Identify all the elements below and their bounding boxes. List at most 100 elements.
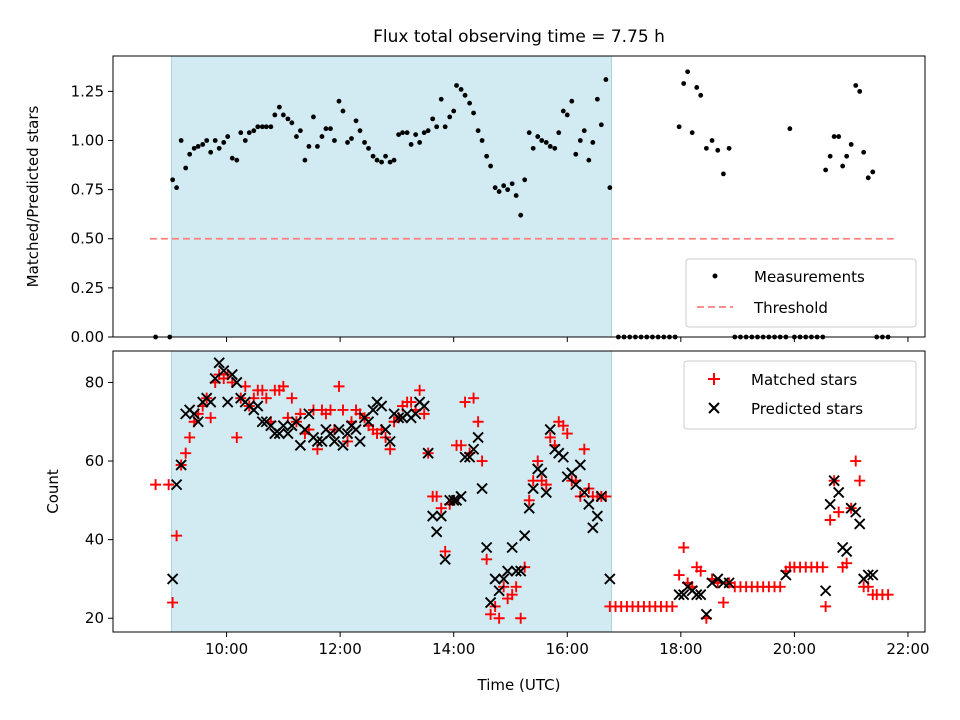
predicted-star-point (204, 396, 217, 408)
matched-star-point (439, 545, 451, 557)
y-axis-label: Count (44, 469, 62, 514)
measurement-point (685, 69, 691, 75)
measurement-point (569, 98, 575, 104)
matched-star-point (493, 612, 505, 624)
measurement-point (302, 157, 308, 163)
matched-star-point (544, 431, 556, 443)
measurement-point (434, 124, 440, 130)
predicted-star-point (418, 400, 430, 412)
measurement-point (857, 88, 863, 94)
matched-star-point (481, 553, 493, 565)
predicted-star-point (362, 416, 375, 428)
measurement-point (259, 124, 265, 130)
predicted-star-point (303, 408, 315, 420)
matched-star-point (817, 561, 829, 573)
measurement-point (216, 145, 222, 151)
matched-star-point (472, 416, 484, 428)
predicted-star-point (501, 565, 514, 577)
measurement-point (408, 142, 414, 147)
predicted-star-point (677, 588, 690, 601)
measurement-point (383, 153, 388, 159)
measurement-point (787, 126, 793, 132)
measurement-point (451, 108, 457, 114)
predicted-star-point (587, 522, 599, 534)
y-tick-label: 40 (85, 531, 104, 549)
measurement-point (836, 134, 842, 139)
predicted-star-point (536, 467, 548, 479)
predicted-star-point (578, 486, 590, 499)
predicted-star-point (463, 451, 476, 463)
predicted-stars-points (166, 357, 879, 620)
measurement-point (370, 153, 376, 159)
matched-stars-points (150, 369, 894, 624)
predicted-star-point (723, 577, 735, 589)
measurement-point (547, 143, 553, 149)
predicted-star-point (192, 416, 204, 428)
measurement-point (246, 130, 252, 136)
measurement-point (496, 189, 502, 194)
measurement-point (319, 134, 325, 139)
predicted-star-point (273, 427, 286, 440)
measurement-point (848, 142, 854, 147)
predicted-star-point (218, 364, 230, 377)
measurement-point (577, 138, 583, 143)
predicted-star-point (175, 459, 187, 471)
predicted-star-point (427, 510, 439, 522)
measurement-point (698, 92, 704, 98)
predicted-star-point (188, 408, 200, 420)
predicted-star-point (439, 553, 451, 565)
y-tick-label: 1.25 (71, 82, 104, 100)
predicted-star-point (311, 435, 324, 448)
matched-star-point (455, 439, 467, 451)
measurement-point (581, 128, 587, 134)
legend-box (683, 360, 917, 430)
predicted-star-point (867, 569, 879, 581)
measurement-point (509, 181, 515, 187)
measurement-point (522, 177, 528, 183)
predicted-star-point (540, 486, 552, 499)
measurement-point (535, 134, 541, 139)
measurement-point (726, 145, 732, 151)
measurement-point (552, 145, 558, 151)
measurement-point (349, 136, 354, 141)
predicted-star-point (712, 573, 724, 585)
matched-star-point (557, 420, 569, 432)
measurement-point (518, 212, 524, 218)
measurement-point (238, 130, 244, 136)
matched-star-point (850, 455, 862, 467)
matched-star-point (337, 404, 349, 416)
predicted-star-point (467, 443, 480, 455)
measurement-point (526, 130, 532, 136)
measurement-point (840, 163, 846, 169)
matched-star-point (405, 396, 417, 408)
measurement-point (479, 138, 485, 143)
matched-star-point (485, 608, 497, 620)
measurement-point (255, 124, 261, 130)
measurement-point (421, 130, 427, 136)
predicted-star-point (455, 490, 467, 503)
predicted-star-point (384, 435, 396, 448)
measurement-point (362, 140, 367, 145)
y-tick-label: 60 (85, 452, 104, 470)
measurement-point (212, 138, 218, 143)
predicted-star-point (422, 447, 434, 459)
measurement-point (204, 138, 210, 143)
axes-frame (112, 350, 926, 633)
predicted-star-point (780, 569, 792, 581)
predicted-star-point (375, 400, 388, 412)
matched-star-point (384, 443, 396, 455)
predicted-star-point (337, 439, 349, 451)
measurement-point (709, 138, 715, 143)
matched-star-point (578, 443, 590, 455)
measurement-point (400, 130, 405, 136)
legend-marker-matched (708, 373, 720, 385)
matched-star-point (833, 506, 845, 518)
matched-star-point (459, 396, 471, 408)
measurement-point (311, 114, 316, 120)
measurement-point (853, 83, 859, 88)
matched-star-point (695, 565, 707, 577)
measurement-point (492, 185, 498, 191)
x-tick-label: 16:00 (546, 640, 589, 658)
measurement-point (594, 96, 600, 102)
